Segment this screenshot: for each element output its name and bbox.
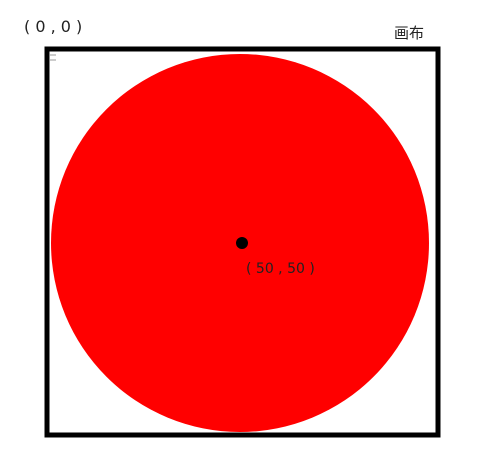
center-label: ( 50 , 50 ) bbox=[246, 261, 315, 277]
canvas-label: 画布 bbox=[394, 24, 424, 42]
origin-corner-mark bbox=[50, 54, 56, 61]
center-dot bbox=[236, 237, 248, 249]
origin-label: ( 0 , 0 ) bbox=[24, 17, 82, 36]
